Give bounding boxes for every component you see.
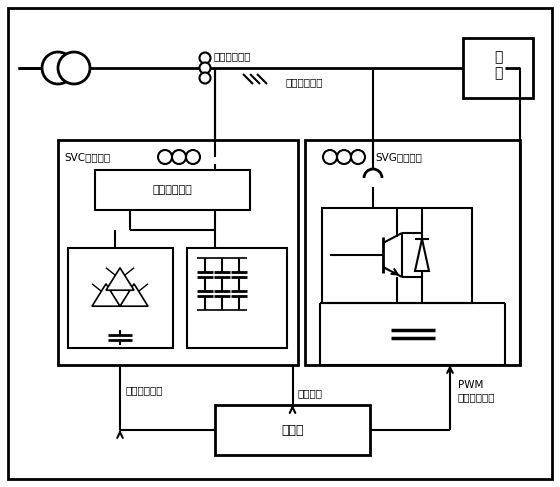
Text: 负
荷: 负 荷 [494,50,502,80]
Text: SVG电流采样: SVG电流采样 [375,152,422,162]
Circle shape [58,52,90,84]
Bar [187,248,287,348]
Text: SVC电流采样: SVC电流采样 [64,152,110,162]
Circle shape [337,150,351,164]
Text: PWM: PWM [458,380,483,390]
Bar [305,140,520,365]
Polygon shape [415,239,429,271]
Bar [322,208,472,303]
Text: 系统电流采样: 系统电流采样 [213,51,250,61]
Polygon shape [106,268,134,290]
Circle shape [323,150,337,164]
Polygon shape [120,284,148,306]
Bar [68,248,173,348]
Text: 投切控制单元: 投切控制单元 [152,185,192,195]
Circle shape [351,150,365,164]
Circle shape [42,52,74,84]
Circle shape [172,150,186,164]
Circle shape [199,73,211,83]
Circle shape [158,150,172,164]
Text: 采样信号: 采样信号 [297,388,323,398]
Polygon shape [92,284,120,306]
Bar [95,170,250,210]
Circle shape [199,62,211,74]
Text: 系统电压采样: 系统电压采样 [285,77,323,87]
Text: 投切控制信号: 投切控制信号 [125,385,162,395]
Circle shape [186,150,200,164]
Text: 脉冲控制信号: 脉冲控制信号 [458,392,496,402]
Bar [58,140,298,365]
Bar [215,405,370,455]
Text: 控制器: 控制器 [281,424,304,436]
Bar [463,38,533,98]
Circle shape [199,53,211,63]
